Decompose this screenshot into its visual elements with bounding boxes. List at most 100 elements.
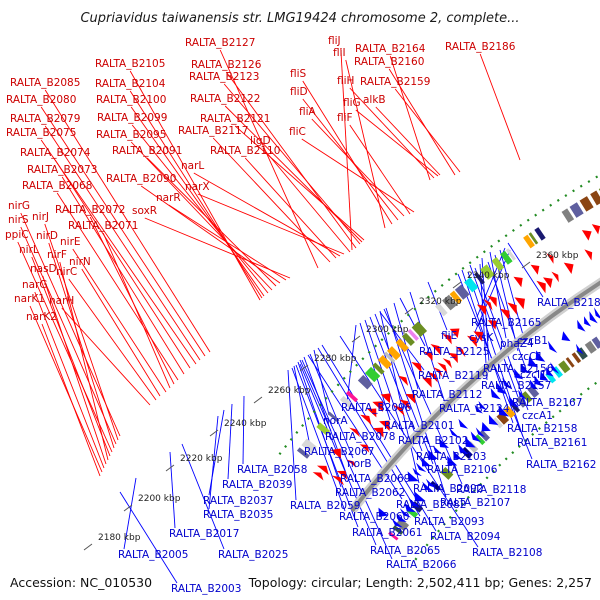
forward-gene-label: narG [22,279,48,291]
forward-orf-arrow [331,475,344,486]
forward-leader-line [349,87,435,179]
forward-gene-label: RALTA_B2075 [6,127,76,139]
function-feature-inner [388,531,399,541]
forward-orf-arrow [397,375,409,386]
reverse-orf-arrow [547,340,558,354]
reverse-leader-line [299,359,332,432]
reverse-orf-arrow [413,490,426,502]
forward-leader-line [388,68,456,176]
forward-gene-label: RALTA_B2090 [106,173,176,185]
forward-leader-line [311,118,405,217]
function-feature-inner [558,360,571,374]
genome-summary: Topology: circular; Length: 2,502,411 bp… [248,575,592,590]
reverse-gene-label: RALTA_B2066 [386,559,457,571]
forward-gene-label: RALTA_B2074 [20,147,91,159]
reverse-gene-label: RALTA_B2108 [472,547,542,559]
function-feature-outer [569,202,584,218]
forward-gene-label: RALTA_B2160 [354,56,424,68]
accession-label: Accession: NC_010530 [10,575,152,590]
reverse-gene-label: RALTA_B2162 [526,459,596,471]
reverse-leader-line [385,307,447,498]
forward-gene-label: ligD [250,135,271,147]
forward-orf-arrow [359,444,370,453]
forward-orf-arrow [584,249,593,261]
forward-orf-arrow [424,351,433,361]
forward-gene-label: fliI [333,47,346,59]
reverse-gene-label: czcI1 [520,369,547,381]
reverse-orf-arrow [470,431,482,443]
reverse-orf-arrow [433,445,443,455]
tick-mark [253,396,263,404]
function-feature-outer [579,196,594,212]
forward-gene-label: RALTA_B2091 [112,145,182,157]
function-feature-inner [429,480,441,492]
reverse-orf-arrow [534,375,544,387]
reverse-gene-label: RALTA_B2103 [416,451,486,463]
reverse-gene-label: RALTA_B2125 [419,346,489,358]
reverse-orf-arrow [415,462,427,473]
reverse-leader-line [379,310,420,484]
reverse-leader-line [301,359,393,560]
forward-gene-label: fliG [343,97,361,109]
reverse-gene-label: RALTA_B2003 [171,583,241,595]
function-feature-outer [296,447,310,459]
reverse-orf-arrow [583,316,592,327]
forward-orf-arrow [467,335,477,348]
function-feature-outer [454,284,470,300]
forward-gene-label: nirD [36,230,58,242]
reverse-orf-arrow [465,436,476,448]
reverse-gene-label: czcC1 [512,351,543,363]
forward-leader-line [375,106,441,176]
forward-orf-arrow [591,224,600,235]
genome-rings [278,173,600,561]
forward-leader-line [40,139,197,365]
forward-leader-line [130,106,265,297]
reverse-gene-label: RALTA_B2060 [339,511,409,523]
reverse-gene-label: RALTA_B2096 [341,402,412,414]
forward-gene-label: RALTA_B2085 [10,77,80,89]
reverse-gene-label: RALTA_B2025 [218,549,288,561]
forward-gene-label: narX [185,181,210,193]
tick-mark [404,307,414,315]
reverse-orf-arrow [391,518,403,528]
reverse-gene-label: RALTA_B2058 [237,464,307,476]
function-feature-inner [406,506,419,519]
reverse-gene-label: RALTA_B2185 [537,297,600,309]
function-feature-outer [528,232,539,245]
reverse-orf-arrow [594,307,600,319]
forward-orf-arrow [346,459,357,468]
forward-gene-label: RALTA_B2100 [96,94,166,106]
forward-gene-label: fliC [289,126,306,138]
forward-orf-arrow [430,343,441,356]
forward-leader-line [131,124,269,294]
function-feature-outer [435,303,448,317]
forward-leader-line [34,291,105,469]
function-feature-outer [401,332,415,346]
reverse-orf-arrow [508,395,520,408]
function-feature-outer [407,328,419,341]
reverse-orf-arrow [496,382,508,395]
forward-orf-arrow [399,399,411,410]
forward-gene-label: narR [156,192,181,204]
forward-gene-label: fliS [290,68,307,80]
reverse-gene-label: RALTA_B2106 [427,464,498,476]
forward-leader-line [81,268,161,397]
reverse-orf-arrow [550,362,560,374]
reverse-leader-line [295,364,359,528]
reverse-gene-label: RALTA_B2035 [203,509,273,521]
forward-gene-label: narK1 [14,293,45,305]
kbp-tick-label: 2260 kbp [268,386,311,396]
function-feature-outer [327,411,340,423]
reverse-gene-label: cysK [469,332,494,344]
reverse-gene-label: phaZ4 [500,338,534,350]
function-feature-outer [464,277,479,293]
forward-leader-line [355,109,439,177]
reverse-gene-label: RALTA_B2102 [398,435,468,447]
reverse-gene-label: RALTA_B2082 [396,499,466,511]
reverse-gene-label: norA [323,415,348,427]
reverse-orf-arrow [448,427,460,439]
forward-gene-label: narH [49,295,74,307]
forward-leader-line [212,137,331,263]
tick-mark [452,281,462,289]
forward-gene-label: RALTA_B2126 [191,59,262,71]
